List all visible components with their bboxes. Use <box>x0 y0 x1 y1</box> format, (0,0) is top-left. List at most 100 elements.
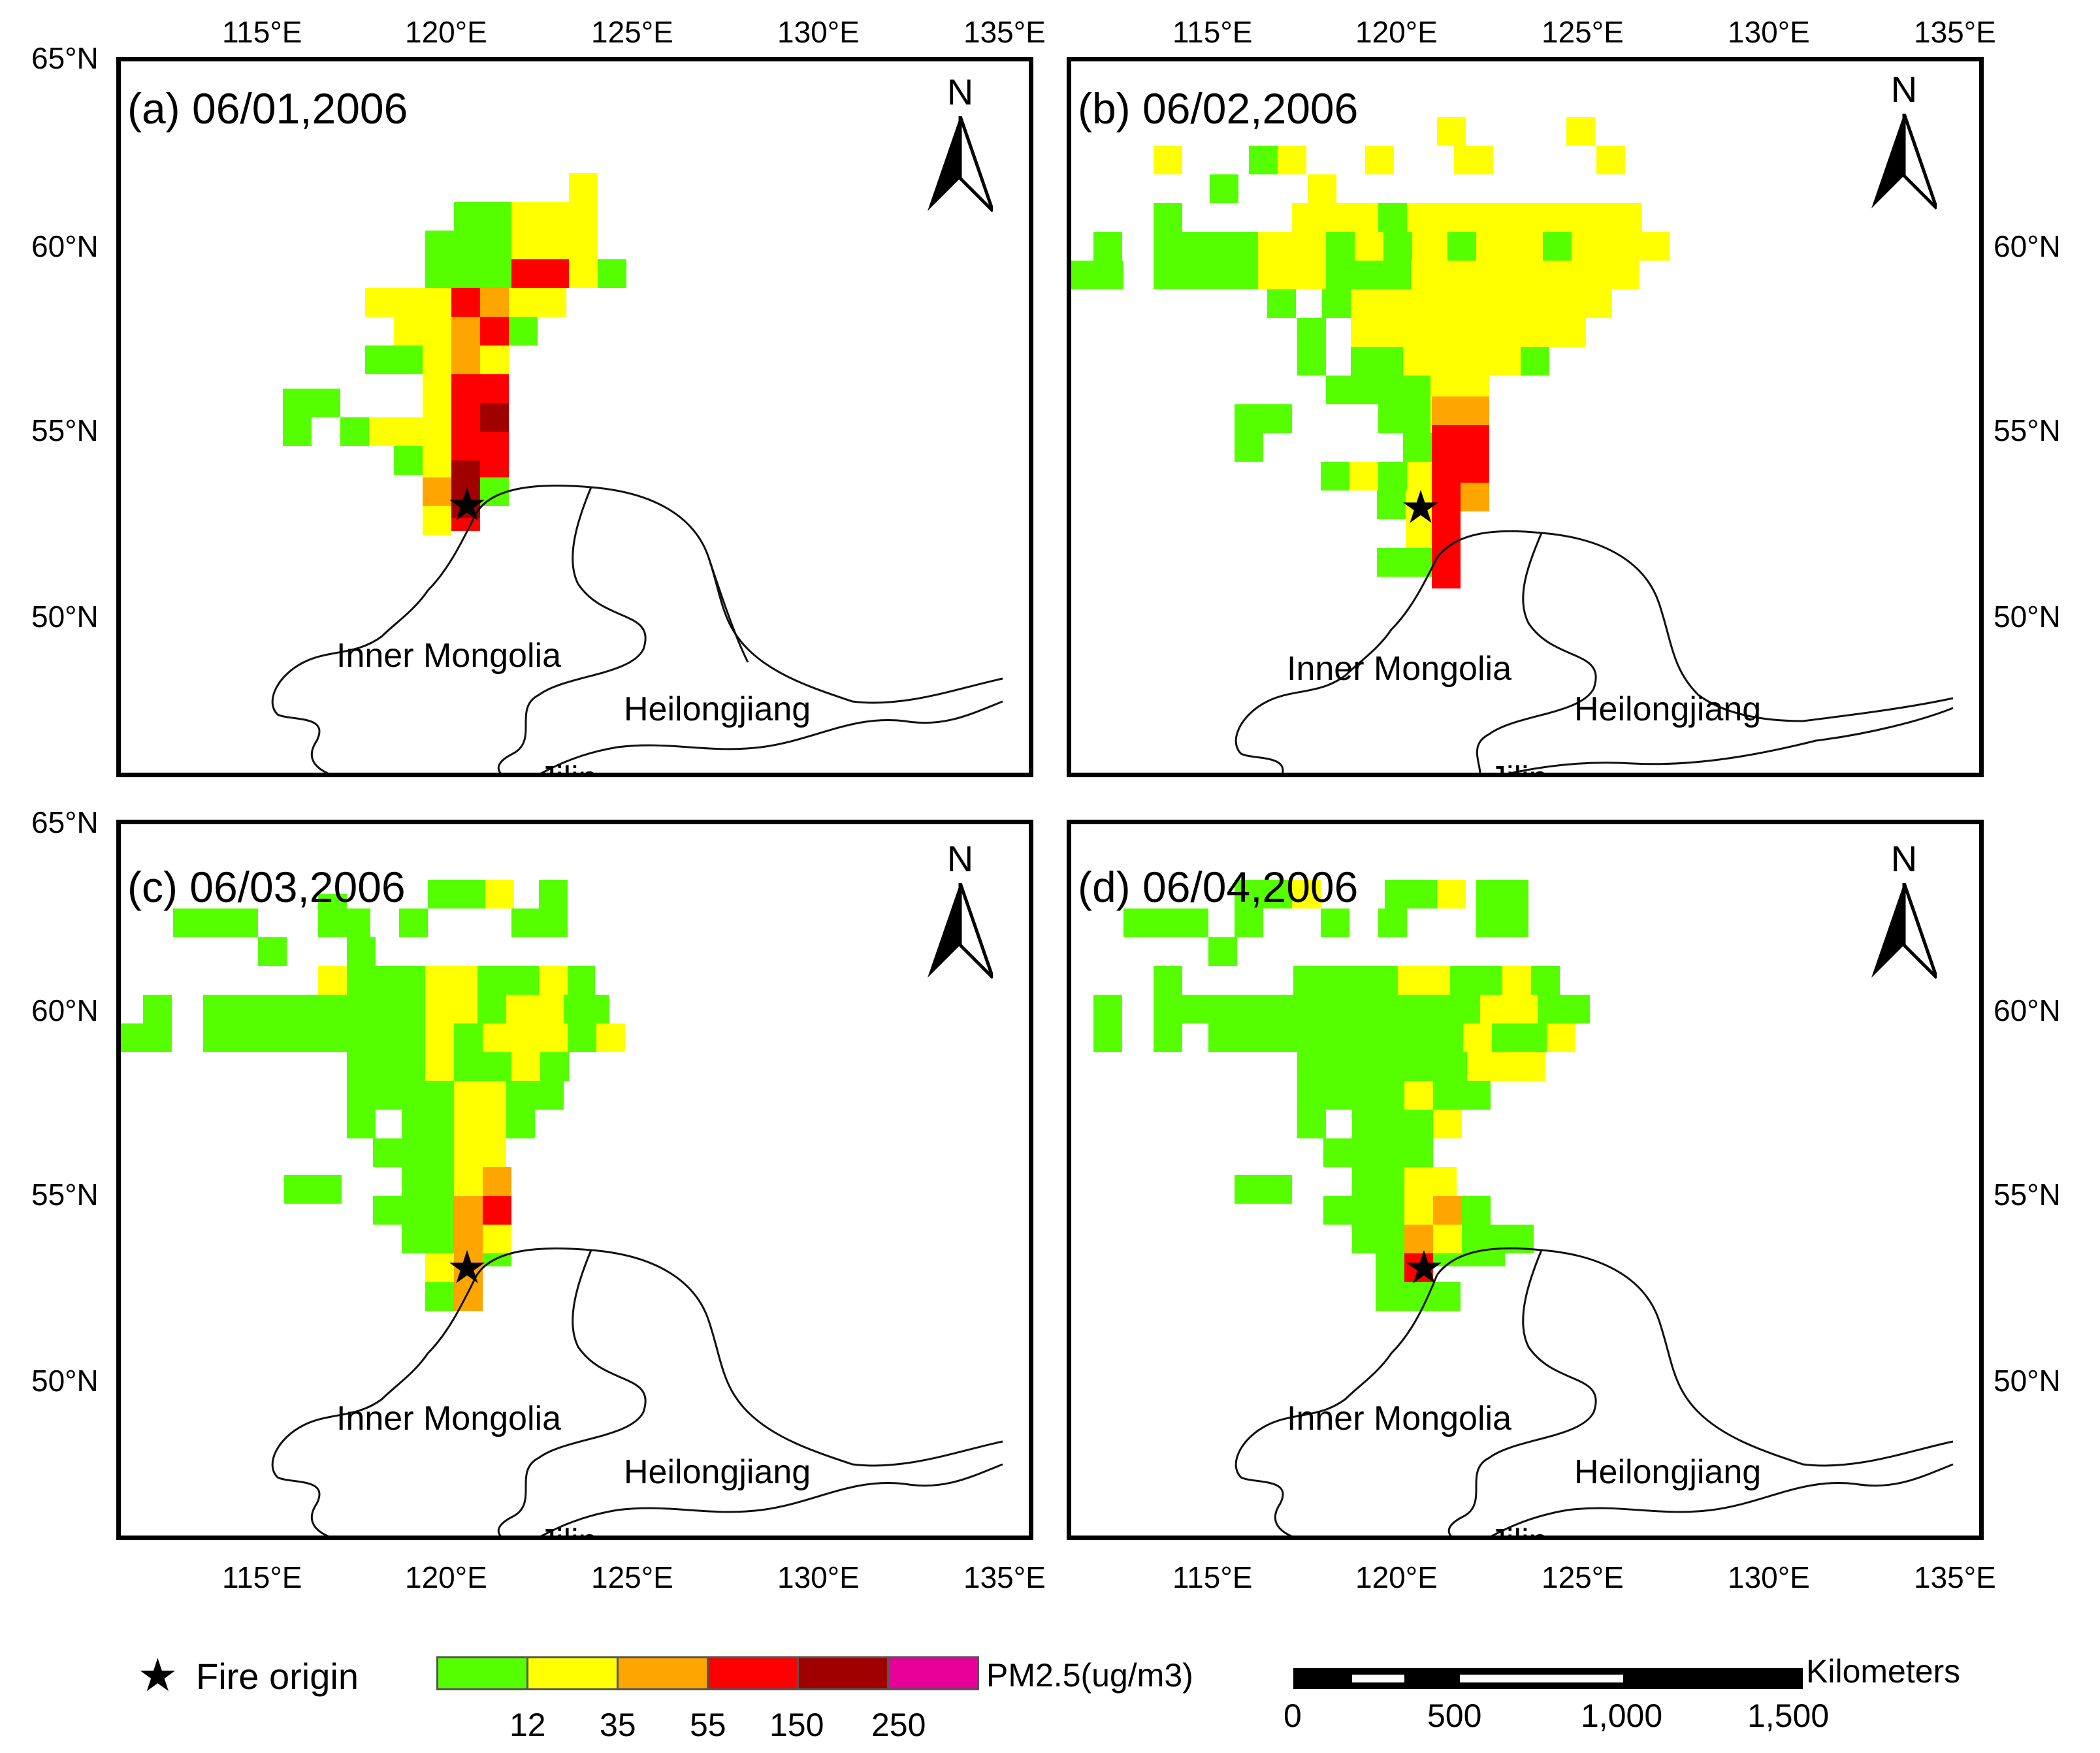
pm25-cell <box>539 966 568 995</box>
pm25-cell <box>1267 289 1296 318</box>
pm25-cell <box>451 460 480 489</box>
north-arrow: N <box>924 71 996 221</box>
province-boundary-line <box>707 557 749 663</box>
pm25-cell <box>1351 289 1612 318</box>
pm25-cell <box>1292 203 1321 232</box>
pm25-cell <box>1346 966 1398 995</box>
pm25-cell <box>1521 347 1549 376</box>
pm25-cell <box>1297 1081 1326 1110</box>
pm25-cell <box>1352 1225 1404 1253</box>
label-jilin: Jilin <box>1489 759 1548 773</box>
pm25-cell <box>454 1081 506 1110</box>
pm25-cell <box>394 446 423 475</box>
map-panel-a: (a) 06/01,2006 N Inner Mongolia Heilongj… <box>116 57 1033 777</box>
pm25-cell <box>1297 347 1326 376</box>
pm25-cell <box>454 1023 483 1052</box>
lat-tick: 65°N <box>31 41 99 75</box>
pm25-cell <box>365 288 394 317</box>
pm25-cell <box>1480 995 1538 1023</box>
pm25-cell <box>1297 1052 1467 1081</box>
pm25-cell <box>425 995 477 1023</box>
pm25-cell <box>1407 203 1642 232</box>
pm25-cell <box>1378 203 1407 232</box>
pm25-cell <box>394 288 423 317</box>
pm25-cell <box>1297 1110 1326 1138</box>
province-boundaries <box>1235 1247 1954 1536</box>
pm25-cell <box>1404 1225 1433 1253</box>
pm25-cell <box>511 231 540 259</box>
pm25-cell <box>396 995 425 1023</box>
pm25-cell <box>1547 1023 1575 1052</box>
pm25-cell <box>1154 995 1480 1023</box>
pm25-cell <box>394 346 423 374</box>
label-jilin: Jilin <box>539 1522 598 1536</box>
pm25-cell <box>451 317 480 346</box>
pm25-cell <box>347 1052 376 1081</box>
pm25-cell <box>1377 548 1406 577</box>
pm25-cell <box>347 1110 376 1138</box>
pm25-cell <box>1467 1052 1545 1081</box>
scale-label: 0 <box>1284 1697 1302 1734</box>
pm25-cell <box>1404 1167 1457 1196</box>
pm25-cells <box>121 880 625 1311</box>
pm25-cell <box>1326 376 1430 404</box>
pm25-cell <box>423 317 451 346</box>
province-boundary-line <box>1436 530 1954 722</box>
pm25-cell <box>423 477 451 506</box>
pm25-cell <box>1531 966 1560 995</box>
pm25-cell <box>425 966 477 995</box>
lon-tick: 120°E <box>405 15 487 49</box>
pm25-cell <box>454 1225 483 1253</box>
pm25-cell <box>402 1225 454 1253</box>
pm25-cell <box>509 317 538 346</box>
pm25-cell <box>376 1052 425 1081</box>
pm25-break: 150 <box>769 1707 824 1743</box>
pm25-cell <box>1154 146 1182 174</box>
province-boundary-line <box>497 487 647 773</box>
pm25-cell <box>480 346 509 374</box>
lat-tick: 50°N <box>31 600 99 634</box>
lon-tick: 120°E <box>1355 1560 1438 1594</box>
pm25-cell <box>477 995 506 1023</box>
pm25-cell <box>1492 1023 1549 1052</box>
panel-title: (d) 06/04,2006 <box>1078 863 1359 911</box>
pm25-cell <box>1326 261 1411 289</box>
pm25-cell <box>1258 261 1297 289</box>
pm25-cell <box>1278 146 1306 174</box>
lon-tick: 130°E <box>777 15 860 49</box>
north-arrow: N <box>1868 68 1940 218</box>
pm25-cell <box>423 288 451 317</box>
pm25-cell <box>1404 1196 1433 1225</box>
province-boundaries <box>271 1247 1003 1536</box>
pm25-cell <box>1383 232 1412 261</box>
pm25-cell <box>483 1167 511 1196</box>
pm25-cell <box>1432 511 1461 540</box>
pm25-cells <box>1093 880 1590 1311</box>
pm25-cell <box>1093 232 1122 261</box>
pm25-cell <box>569 231 598 259</box>
pm25-cell <box>1355 232 1383 261</box>
pm25-cell <box>454 1253 483 1282</box>
pm25-cell <box>1378 909 1407 937</box>
panel-title: (b) 06/02,2006 <box>1078 84 1359 133</box>
pm25-cell <box>483 259 511 288</box>
pm25-cell <box>485 880 514 909</box>
pm25-cell <box>1210 174 1238 203</box>
pm25-cell <box>347 1081 454 1110</box>
north-arrow-icon <box>928 116 993 212</box>
pm25-cell <box>569 259 598 288</box>
lat-tick: 65°N <box>31 805 99 839</box>
pm25-cell <box>1502 966 1531 995</box>
pm25-cell <box>347 937 376 966</box>
pm25-cell <box>1450 966 1502 995</box>
pm25-cell <box>1406 491 1434 519</box>
lat-tick: 50°N <box>1994 1364 2061 1398</box>
fire-origin-legend-icon: ★ <box>137 1650 178 1701</box>
pm25-cell <box>173 909 258 937</box>
label-heilongjiang: Heilongjiang <box>624 1453 811 1491</box>
pm25-cell <box>1566 117 1595 146</box>
pm25-cell <box>283 417 312 446</box>
pm25-cell <box>423 403 451 432</box>
pm25-cell <box>398 417 427 446</box>
pm25-cell <box>540 259 569 288</box>
